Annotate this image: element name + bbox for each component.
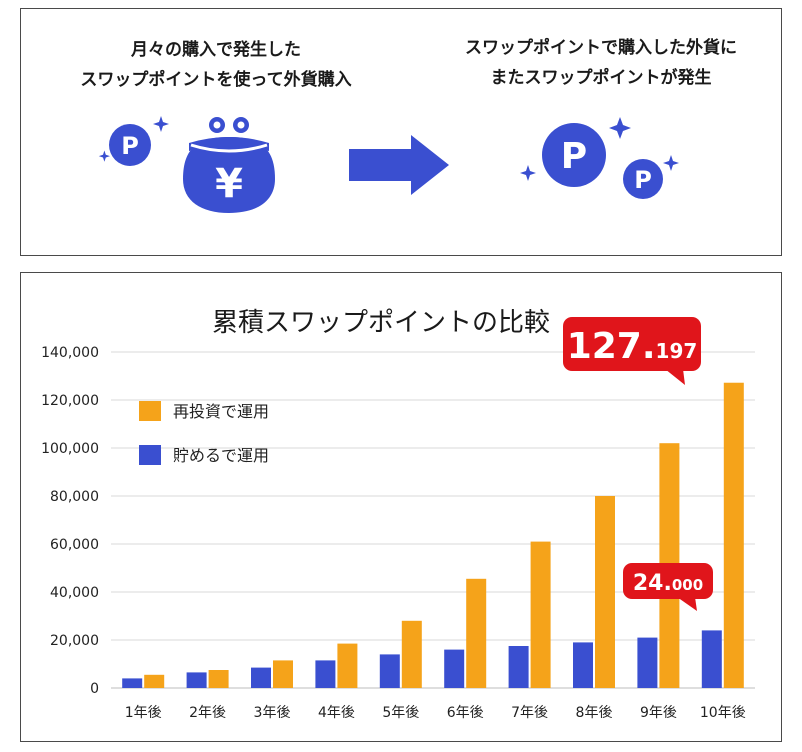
callout-value: 24.000 [633,571,703,596]
bar-savings-5 [379,654,400,688]
arrow-right-icon [349,135,449,195]
x-tick-label: 10年後 [700,705,746,721]
right-caption: スワップポイントで購入した外貨に またスワップポイントが発生 [431,33,771,93]
legend-swatch [139,445,161,465]
bar-reinvest-3 [273,660,293,688]
y-tick-label: 80,000 [50,489,99,505]
callout-bubble [623,563,713,599]
large-point-coin-label: P [561,136,587,177]
sparkle-icon [98,116,169,162]
bar-chart: 累積スワップポイントの比較 0 20,000 40,000 60,000 80,000 1… [41,308,755,721]
callout-value-main: 127. [567,326,656,367]
x-tick-label: 9年後 [640,705,677,721]
chart-title: 累積スワップポイントの比較 [212,308,550,338]
legend-label: 再投資で運用 [173,402,269,421]
callout-reinvest-total: 127.197 [563,317,701,385]
right-caption-line2: またスワップポイントが発生 [490,68,712,88]
bar-reinvest-10 [723,382,744,688]
y-tick-label: 40,000 [50,585,99,601]
bar-savings-4 [315,660,336,688]
y-tick-label: 140,000 [41,345,99,361]
x-tick-label: 2年後 [189,705,226,721]
x-tick-label: 3年後 [254,705,291,721]
bar-reinvest-1 [144,674,165,688]
bar-savings-1 [122,678,143,688]
bar-reinvest-8 [595,496,615,688]
y-tick-label: 120,000 [41,393,99,409]
illustration: P ¥ P P [98,116,679,213]
left-caption-line2: スワップポイントを使って外貨購入 [80,70,352,90]
large-point-coin-icon: P [542,123,606,187]
y-tick-label: 60,000 [50,537,99,553]
bar-reinvest-7 [530,541,551,688]
y-tick-label: 100,000 [41,441,99,457]
x-tick-label: 1年後 [125,705,162,721]
bar-savings-9 [637,637,658,688]
left-caption: 月々の購入で発生した スワップポイントを使って外貨購入 [51,35,381,95]
point-coin-icon: P [109,124,151,166]
left-caption-line1: 月々の購入で発生した [131,40,301,60]
callout-value-main: 24. [633,571,672,596]
callout-value-small: 000 [672,576,703,594]
yen-sign: ¥ [215,161,243,207]
callout-bubble [563,317,701,371]
bar-savings-2 [186,672,207,688]
y-tick-label: 20,000 [50,633,99,649]
bar-reinvest-6 [466,578,487,688]
bar-savings-8 [573,642,593,688]
x-tick-label: 5年後 [382,705,419,721]
right-caption-line1: スワップポイントで購入した外貨に [465,38,737,58]
legend-label: 貯めるで運用 [173,446,269,465]
callout-pointer [665,369,685,385]
callout-pointer [677,597,697,611]
coin-purse-icon: ¥ [183,117,275,213]
bar-savings-3 [251,667,271,688]
legend-swatch [139,401,161,421]
bar-reinvest-4 [337,643,358,688]
bar-reinvest-5 [401,620,422,688]
bar-savings-10 [701,630,722,688]
point-coin-label: P [121,132,139,160]
x-tick-label: 7年後 [511,705,548,721]
callout-savings-total: 24.000 [623,563,713,611]
bar-savings-7 [508,646,529,688]
x-tick-label: 4年後 [318,705,355,721]
bar-savings-6 [444,649,465,688]
callout-value: 127.197 [567,326,698,367]
explanation-panel: 月々の購入で発生した スワップポイントを使って外貨購入 スワップポイントで購入し… [20,8,782,256]
callout-value-small: 197 [656,339,698,363]
y-tick-label: 0 [90,681,99,697]
chart-panel: 累積スワップポイントの比較 0 20,000 40,000 60,000 80,000 1… [20,272,782,742]
small-point-coin-label: P [634,166,652,194]
bar-reinvest-2 [208,670,229,688]
small-point-coin-icon: P [623,159,663,199]
x-tick-label: 6年後 [447,705,484,721]
x-tick-label: 8年後 [576,705,613,721]
sparkle-icon [520,117,679,181]
